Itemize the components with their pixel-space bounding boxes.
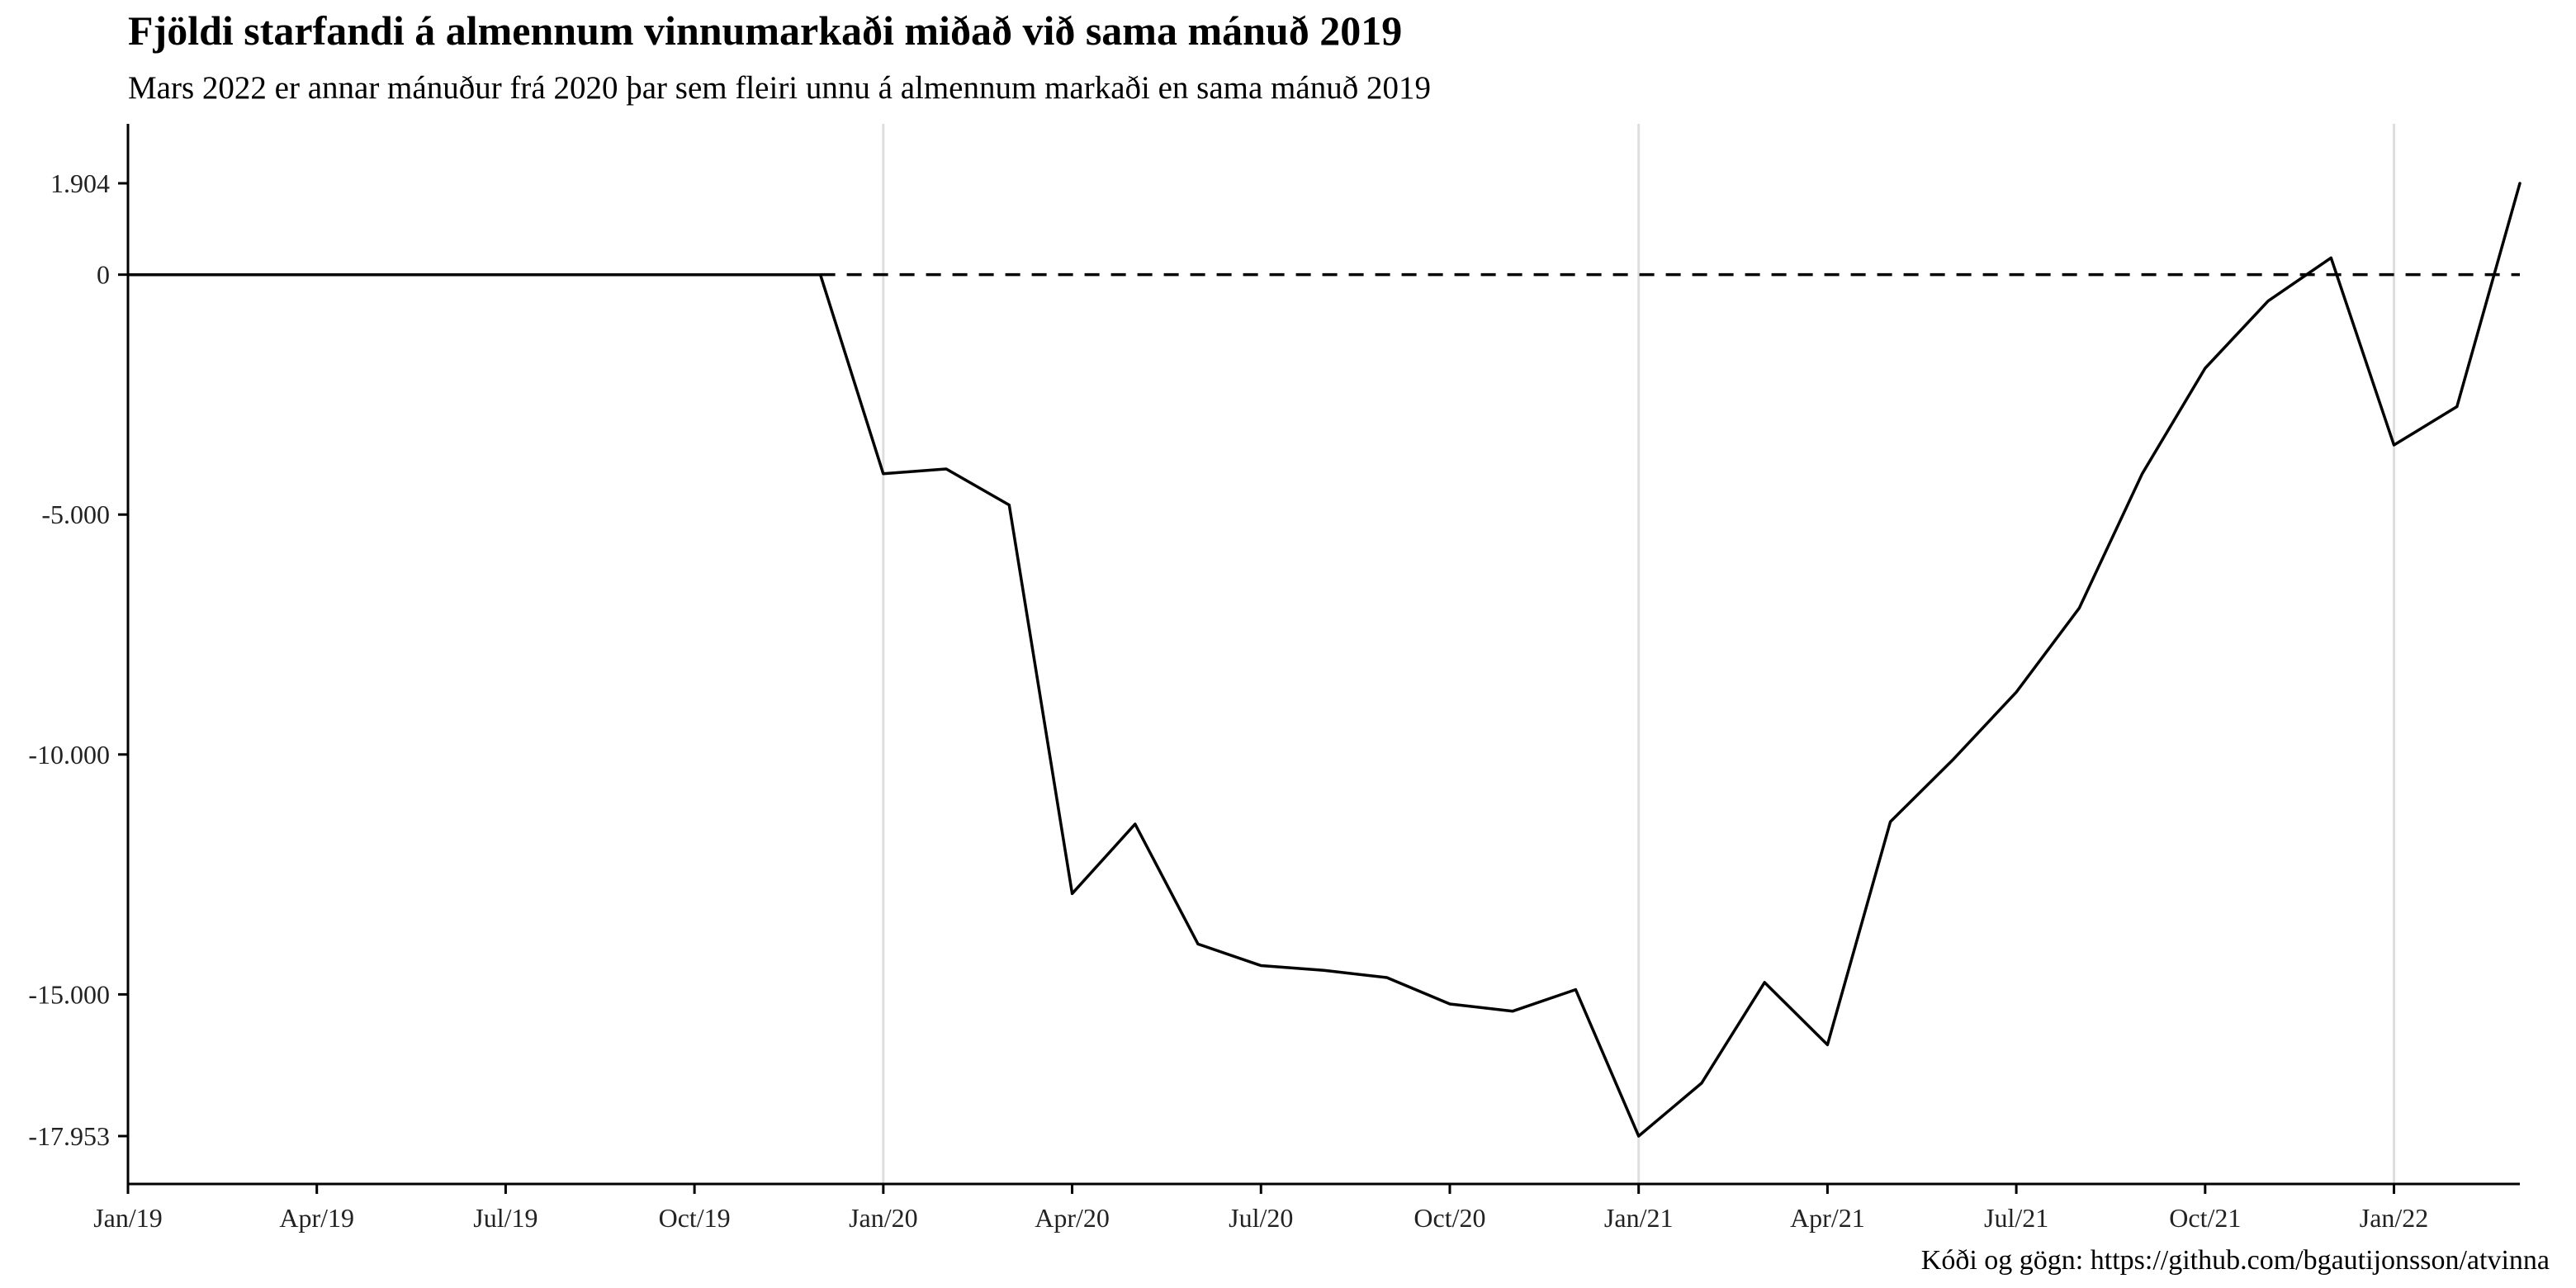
x-tick-label: Apr/21: [1790, 1203, 1865, 1233]
x-tick-label: Oct/21: [2169, 1203, 2241, 1233]
x-tick-label: Jan/20: [849, 1203, 918, 1233]
series-line: [126, 182, 2522, 1138]
x-tick-label: Jul/19: [473, 1203, 537, 1233]
x-tick-label: Oct/20: [1413, 1203, 1485, 1233]
chart-title: Fjöldi starfandi á almennum vinnumarkaði…: [128, 7, 1403, 54]
x-tick-label: Jul/20: [1229, 1203, 1293, 1233]
x-tick-label: Jan/19: [93, 1203, 163, 1233]
y-tick-label: -15.000: [28, 979, 110, 1009]
axes-layer: [126, 124, 2520, 1186]
x-tick-label: Jan/21: [1604, 1203, 1674, 1233]
x-axis-ticks: Jan/19 Apr/19 Jul/19 Oct/19 Jan/20 Apr/20 Jul/…: [93, 1184, 2428, 1233]
y-tick-label: -10.000: [28, 740, 110, 769]
chart-subtitle: Mars 2022 er annar mánuður frá 2020 þar …: [128, 70, 1431, 106]
y-tick-label: 0: [97, 260, 110, 290]
x-tick-label: Apr/19: [279, 1203, 354, 1233]
x-tick-label: Jul/21: [1984, 1203, 2048, 1233]
x-tick-label: Apr/20: [1035, 1203, 1110, 1233]
y-axis-ticks: 1.904 0 -5.000 -10.000 -15.000 -17.953: [28, 168, 128, 1151]
x-tick-label: Oct/19: [659, 1203, 731, 1233]
y-tick-label: -17.953: [28, 1121, 110, 1151]
chart-caption: Kóði og gögn: https://github.com/bgautij…: [1920, 1245, 2550, 1276]
series-layer: [126, 182, 2522, 1138]
y-tick-label: -5.000: [41, 500, 110, 529]
vertical-gridlines: [882, 124, 2396, 1184]
y-tick-label: 1.904: [50, 168, 110, 198]
x-tick-label: Jan/22: [2360, 1203, 2429, 1233]
